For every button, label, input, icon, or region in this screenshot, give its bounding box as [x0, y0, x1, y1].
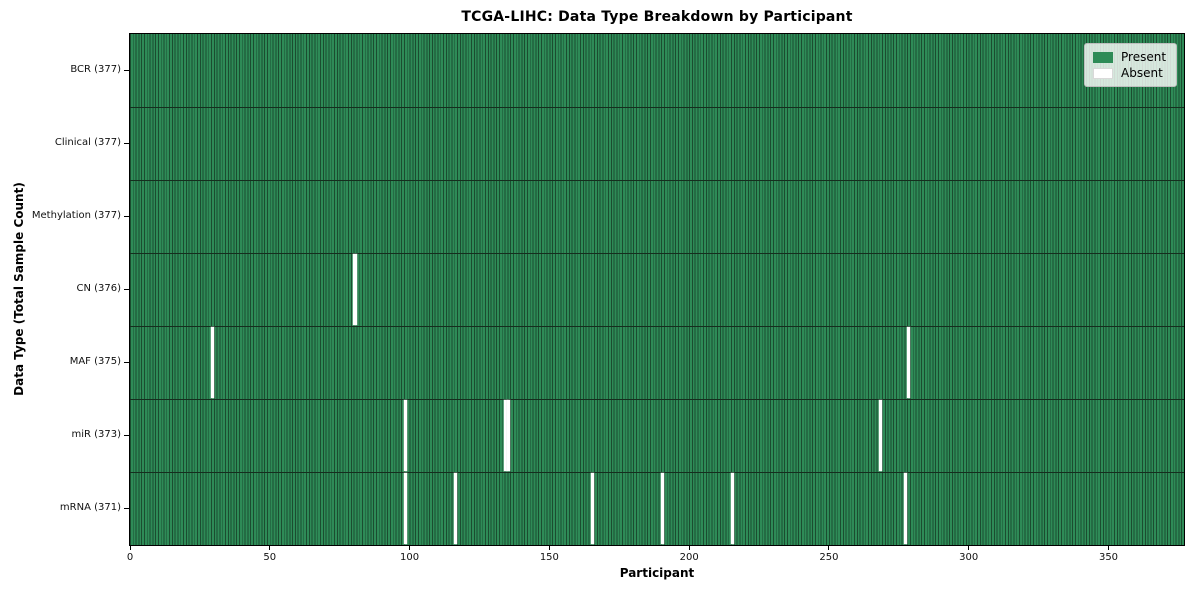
x-tick-label: 100: [400, 552, 420, 563]
x-tick-mark: [129, 546, 131, 550]
x-tick-mark: [1108, 546, 1109, 550]
legend-item-present: Present: [1093, 49, 1166, 65]
legend: Present Absent: [1084, 43, 1178, 87]
y-tick-mark: [124, 216, 129, 217]
y-tick-mark: [124, 289, 129, 290]
x-tick-mark: [409, 546, 411, 550]
row-divider: [130, 398, 1184, 400]
y-tick-label-maf: MAF (375): [69, 356, 121, 367]
y-tick-label-methylation: Methylation (377): [31, 210, 121, 221]
absent-marker-mrna-116: [454, 472, 458, 545]
y-tick-label-clinical: Clinical (377): [54, 137, 121, 148]
absent-marker-mir-268: [879, 399, 883, 472]
absent-marker-mir-134: [504, 399, 508, 472]
y-tick-mark: [124, 70, 129, 71]
absent-marker-mir-98: [403, 399, 407, 472]
absent-marker-mrna-277: [904, 472, 908, 545]
absent-marker-mir-135: [507, 399, 511, 472]
x-tick-label: 50: [263, 552, 277, 563]
present-swatch: [1093, 51, 1113, 63]
legend-label-present: Present: [1121, 50, 1167, 64]
row-divider: [130, 471, 1184, 473]
y-tick-mark: [124, 508, 129, 509]
x-tick-label: 300: [959, 552, 979, 563]
y-tick-label-cn: CN (376): [76, 283, 121, 294]
row-divider: [130, 106, 1184, 108]
absent-swatch: [1093, 67, 1113, 79]
x-tick-mark: [688, 546, 690, 550]
x-tick-label: 0: [126, 552, 134, 563]
x-axis-label: Participant: [619, 566, 695, 580]
absent-marker-cn-80: [353, 253, 357, 326]
row-divider: [130, 252, 1184, 254]
absent-marker-mrna-190: [660, 472, 665, 545]
x-tick-mark: [269, 546, 271, 550]
absent-marker-maf-29: [210, 326, 215, 399]
x-tick-label: 150: [539, 552, 559, 563]
y-tick-label-mir: miR (373): [71, 429, 121, 440]
absent-marker-mrna-98: [403, 472, 407, 545]
y-tick-label-mrna: mRNA (371): [59, 502, 121, 513]
row-divider: [130, 325, 1184, 327]
plot-area: [129, 33, 1185, 546]
x-tick-label: 350: [1098, 552, 1119, 563]
y-tick-label-bcr: BCR (377): [70, 64, 121, 75]
absent-marker-mrna-215: [730, 472, 735, 545]
legend-item-absent: Absent: [1093, 65, 1166, 81]
x-tick-mark: [968, 546, 970, 550]
y-tick-mark: [124, 435, 129, 436]
absent-marker-maf-278: [907, 326, 911, 399]
x-tick-label: 200: [679, 552, 699, 563]
y-tick-mark: [124, 362, 129, 363]
x-tick-label: 250: [819, 552, 839, 563]
chart-title: TCGA-LIHC: Data Type Breakdown by Partic…: [461, 9, 853, 25]
legend-label-absent: Absent: [1121, 66, 1163, 80]
y-tick-mark: [124, 143, 129, 144]
row-divider: [130, 179, 1184, 181]
absent-marker-mrna-165: [591, 472, 595, 545]
x-tick-mark: [828, 546, 830, 550]
x-tick-mark: [548, 546, 550, 550]
